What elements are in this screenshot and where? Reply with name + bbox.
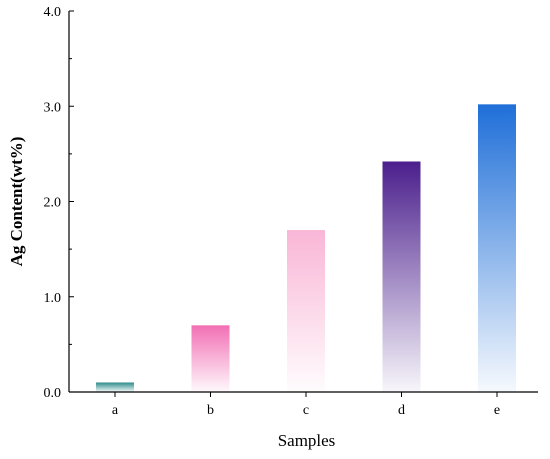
y-tick-label: 1.0: [44, 291, 62, 306]
bar-c: [287, 230, 325, 392]
x-tick-label: c: [303, 403, 309, 418]
bars-group: [96, 104, 516, 392]
bar-a: [96, 382, 134, 392]
x-tick-label: a: [112, 403, 119, 418]
x-ticks-group: a b c d e: [112, 392, 500, 418]
y-tick-label: 3.0: [44, 100, 62, 115]
x-tick-label: b: [207, 403, 214, 418]
bar-e: [478, 104, 516, 392]
x-tick-label: e: [494, 403, 500, 418]
x-tick-label: d: [398, 403, 405, 418]
y-axis-title: Ag Content(wt%): [7, 137, 26, 267]
bar-d: [382, 161, 421, 392]
y-ticks-group: 0.0 1.0 2.0 3.0 4.0: [44, 5, 74, 401]
x-axis-title: Samples: [278, 431, 336, 450]
y-tick-label: 4.0: [44, 5, 62, 20]
y-tick-label: 0.0: [44, 386, 62, 401]
bar-b: [191, 325, 230, 392]
y-tick-label: 2.0: [44, 196, 62, 211]
